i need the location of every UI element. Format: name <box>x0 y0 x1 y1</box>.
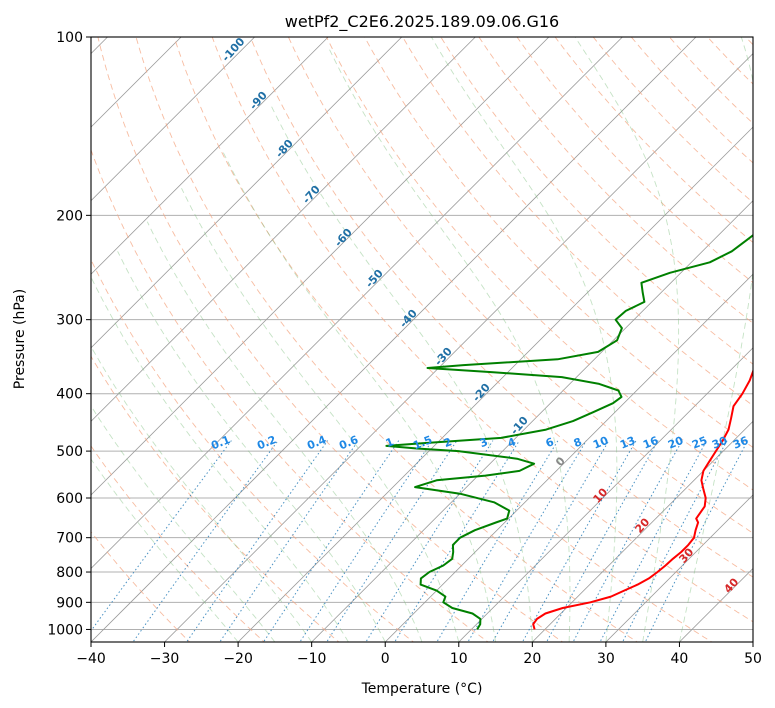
isotherm-line <box>605 494 753 642</box>
dry-adiabat <box>287 37 753 534</box>
y-tick-label: 1000 <box>47 622 83 638</box>
chart-title: wetPf2_C2E6.2025.189.09.06.G16 <box>285 12 559 32</box>
mixing-ratio-line <box>299 440 433 642</box>
moist-adiabat <box>91 458 239 642</box>
y-tick-label: 800 <box>56 565 83 581</box>
moist-adiabat <box>431 37 618 642</box>
moist-adiabat <box>91 277 349 642</box>
moist-adiabat <box>678 37 753 642</box>
mixing-ratio-line <box>185 440 329 642</box>
moist-adiabat <box>574 37 680 642</box>
moist-adiabat <box>221 149 497 642</box>
x-axis-label: Temperature (°C) <box>361 681 483 697</box>
mixing-ratio-line <box>492 440 610 642</box>
mixing-ratio-line <box>622 440 728 642</box>
dewpoint-profile-line <box>385 233 753 630</box>
mixing-ratio-label: 30 <box>710 434 729 452</box>
mixing-ratio-label: 25 <box>690 434 709 452</box>
x-tick-label: 50 <box>744 651 762 667</box>
mixing-ratio-line <box>394 440 520 642</box>
mixing-ratio-line <box>546 440 659 642</box>
isotherm-line <box>164 52 753 642</box>
mixing-ratio-line <box>572 440 683 642</box>
mixing-ratio-label: 16 <box>641 434 660 452</box>
isotherm-line <box>91 37 697 642</box>
moist-adiabat <box>270 104 533 642</box>
plot-frame <box>90 36 754 643</box>
mixing-ratio-line <box>132 440 279 642</box>
dry-adiabat <box>135 37 639 642</box>
mixing-ratio-line <box>521 440 637 642</box>
moist-adiabat <box>91 345 313 642</box>
y-axis-label: Pressure (hPa) <box>12 289 28 389</box>
x-tick-label: 0 <box>381 651 390 667</box>
mixing-ratio-label: 8 <box>572 435 584 450</box>
mixing-ratio-label: 2 <box>442 435 454 450</box>
isotherm-line <box>91 37 623 570</box>
dry-adiabat <box>364 37 753 448</box>
y-tick-label: 100 <box>56 30 83 46</box>
moist-adiabat <box>91 405 276 642</box>
dry-adiabat <box>91 258 415 642</box>
isotherm-line <box>532 420 753 642</box>
x-tick-label: −10 <box>297 651 327 667</box>
x-tick-label: 20 <box>523 651 541 667</box>
x-tick-label: 30 <box>597 651 615 667</box>
dry-adiabat <box>91 355 340 642</box>
axes: -100-90-80-70-60-50-40-30-20-10010203040… <box>47 30 762 667</box>
mixing-ratio-line <box>326 440 458 642</box>
isotherm-line <box>91 37 255 202</box>
mixing-ratio-label: 13 <box>618 434 637 452</box>
isotherm-line <box>91 37 329 275</box>
moist-adiabat <box>117 251 386 642</box>
x-tick-label: 10 <box>450 651 468 667</box>
x-tick-label: −20 <box>223 651 253 667</box>
mixing-ratio-label: 36 <box>731 434 750 452</box>
y-tick-label: 400 <box>56 387 83 403</box>
isotherm-line <box>91 37 550 496</box>
x-tick-label: −40 <box>76 651 106 667</box>
isotherm-line <box>237 126 753 642</box>
dry-adiabat <box>211 37 753 623</box>
isotherm-line <box>91 37 476 422</box>
isotherm-line <box>91 37 403 349</box>
plot-area <box>91 37 753 642</box>
isotherm-line <box>384 273 753 642</box>
mixing-ratio-line <box>365 440 494 642</box>
y-tick-label: 300 <box>56 313 83 329</box>
dry-adiabat <box>97 37 564 642</box>
dry-adiabat <box>249 37 753 578</box>
dry-adiabat <box>516 37 753 284</box>
dry-adiabat <box>325 37 753 491</box>
mixing-ratio-line <box>599 440 708 642</box>
mixing-ratio-label: 20 <box>666 434 685 452</box>
isotherm-line <box>311 200 753 642</box>
mixing-ratio-line <box>436 440 559 642</box>
y-tick-label: 700 <box>56 531 83 547</box>
x-tick-label: −30 <box>150 651 180 667</box>
mixing-ratio-label: 10 <box>591 434 610 452</box>
dry-adiabat <box>91 148 489 642</box>
mixing-ratio-line <box>262 440 400 642</box>
mixing-ratio-label: 1 <box>384 435 396 450</box>
moist-adiabat <box>146 221 423 642</box>
y-tick-label: 200 <box>56 208 83 224</box>
y-tick-label: 900 <box>56 595 83 611</box>
moist-adiabat <box>181 188 460 642</box>
moist-adiabat <box>329 49 571 642</box>
dry-adiabat <box>91 445 265 642</box>
isotherm-line <box>458 347 753 642</box>
y-tick-label: 500 <box>56 444 83 460</box>
x-tick-label: 40 <box>671 651 689 667</box>
temperature-profile-line <box>532 368 753 630</box>
mixing-ratio-label: 3 <box>478 435 490 450</box>
y-tick-label: 600 <box>56 491 83 507</box>
